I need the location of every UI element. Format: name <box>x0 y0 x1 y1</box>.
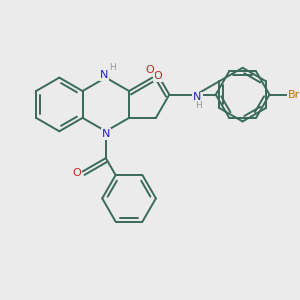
Text: O: O <box>73 168 81 178</box>
Text: H: H <box>196 101 202 110</box>
Text: O: O <box>146 65 154 75</box>
Text: N: N <box>100 70 109 80</box>
Text: H: H <box>110 63 116 72</box>
Text: O: O <box>154 71 162 81</box>
Text: N: N <box>102 129 110 139</box>
Text: N: N <box>194 92 202 102</box>
Text: Br: Br <box>288 90 300 100</box>
